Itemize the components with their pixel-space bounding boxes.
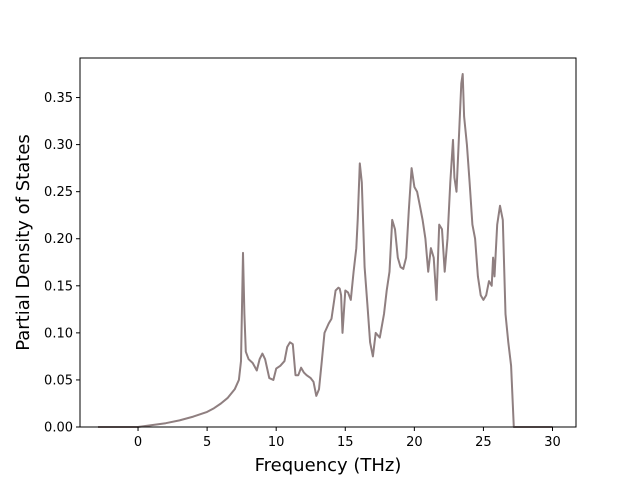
y-tick-label: 0.30 (44, 138, 73, 153)
y-tick-label: 0.20 (44, 232, 73, 247)
x-tick-label: 10 (268, 435, 285, 450)
y-tick-label: 0.00 (44, 421, 73, 436)
plot-area (98, 73, 553, 428)
y-tick-label: 0.25 (44, 185, 73, 200)
pdos-series-line (98, 73, 553, 428)
y-tick-label: 0.10 (44, 326, 73, 341)
y-axis-label: Partial Density of States (13, 134, 34, 351)
x-tick-label: 5 (203, 435, 211, 450)
axis-ticks: 0 5 10 15 20 25 30 0.00 0.05 0.10 0.15 0.20 0.25 0.30… (44, 91, 561, 450)
y-tick-label: 0.05 (44, 373, 73, 388)
y-tick-label: 0.35 (44, 91, 73, 106)
x-tick-label: 15 (337, 435, 354, 450)
axes-frame (79, 57, 577, 428)
x-tick-label: 20 (406, 435, 423, 450)
x-tick-label: 25 (475, 435, 492, 450)
y-tick-label: 0.15 (44, 279, 73, 294)
x-tick-label: 30 (544, 435, 561, 450)
x-axis-label: Frequency (THz) (255, 455, 402, 476)
x-tick-label: 0 (134, 435, 142, 450)
